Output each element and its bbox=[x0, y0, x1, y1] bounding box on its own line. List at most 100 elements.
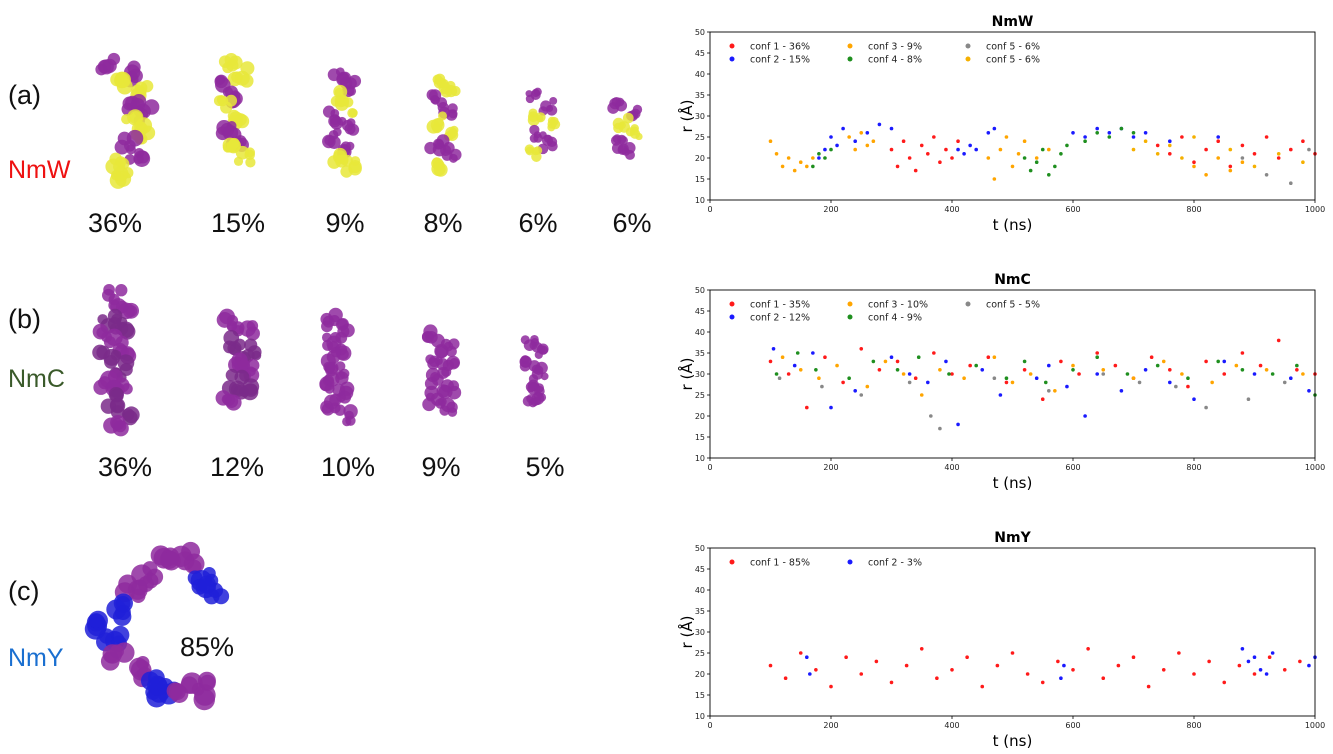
data-point bbox=[950, 668, 954, 672]
data-point bbox=[859, 347, 864, 351]
atom bbox=[234, 70, 250, 86]
data-point bbox=[1004, 135, 1009, 139]
data-point bbox=[895, 359, 900, 364]
atom bbox=[170, 545, 192, 567]
legend-marker bbox=[965, 56, 971, 62]
atom bbox=[334, 87, 344, 98]
atom bbox=[536, 345, 546, 354]
data-point bbox=[919, 393, 924, 397]
data-point bbox=[1180, 372, 1184, 376]
atom bbox=[123, 406, 140, 424]
atom bbox=[122, 167, 134, 179]
chart-title: NmY bbox=[994, 530, 1031, 546]
data-point bbox=[808, 672, 812, 676]
data-point bbox=[1053, 164, 1057, 169]
data-point bbox=[1192, 672, 1196, 676]
data-point bbox=[962, 376, 966, 381]
atom bbox=[618, 136, 628, 146]
data-point bbox=[786, 372, 791, 376]
y-tick-label: 50 bbox=[695, 544, 705, 553]
data-point bbox=[783, 676, 788, 680]
data-point bbox=[859, 672, 864, 676]
x-tick-label: 1000 bbox=[1305, 205, 1325, 214]
chart-title: NmW bbox=[992, 14, 1034, 30]
data-point bbox=[1083, 135, 1087, 139]
data-point bbox=[1071, 131, 1075, 135]
data-point bbox=[986, 156, 991, 160]
y-tick-label: 25 bbox=[695, 133, 705, 142]
data-point bbox=[1204, 359, 1208, 364]
atom bbox=[531, 364, 541, 374]
atom bbox=[328, 307, 343, 323]
data-point bbox=[1240, 351, 1245, 355]
atom bbox=[529, 124, 540, 135]
y-tick-label: 10 bbox=[695, 196, 705, 205]
data-point bbox=[1186, 376, 1190, 381]
data-point bbox=[992, 177, 997, 181]
y-axis-label: r (Å) bbox=[677, 358, 696, 391]
data-point bbox=[1065, 143, 1069, 148]
data-point bbox=[1119, 126, 1124, 131]
atom bbox=[544, 135, 552, 143]
atom bbox=[233, 338, 246, 351]
percentage-label: 6% bbox=[612, 208, 651, 238]
data-point bbox=[1240, 368, 1245, 372]
data-point bbox=[865, 384, 870, 389]
data-point bbox=[792, 168, 797, 173]
data-point bbox=[980, 368, 985, 372]
atom bbox=[525, 146, 535, 156]
x-tick-label: 200 bbox=[823, 205, 838, 214]
atom bbox=[103, 336, 116, 349]
data-point bbox=[950, 372, 954, 376]
atom bbox=[135, 117, 153, 134]
data-point bbox=[792, 363, 797, 368]
legend-label: conf 3 - 10% bbox=[868, 300, 928, 311]
legend-marker bbox=[847, 56, 853, 62]
panel-name: NmC bbox=[8, 365, 65, 393]
data-point bbox=[1131, 131, 1136, 135]
molecule-renderings bbox=[84, 52, 643, 711]
data-point bbox=[913, 376, 918, 381]
data-point bbox=[1246, 659, 1251, 664]
data-point bbox=[853, 139, 857, 143]
percentage-label: 9% bbox=[421, 452, 460, 482]
data-point bbox=[1228, 147, 1233, 152]
data-point bbox=[1216, 359, 1220, 364]
atom bbox=[119, 323, 136, 340]
atom bbox=[239, 320, 256, 337]
data-point bbox=[780, 164, 785, 169]
y-tick-label: 40 bbox=[695, 328, 705, 337]
data-point bbox=[780, 355, 785, 360]
data-point bbox=[1083, 139, 1087, 143]
data-point bbox=[962, 152, 966, 156]
data-point bbox=[777, 376, 782, 381]
data-point bbox=[895, 368, 900, 372]
x-tick-label: 600 bbox=[1065, 205, 1080, 214]
atom bbox=[448, 380, 460, 392]
atom bbox=[215, 390, 231, 406]
x-tick-label: 400 bbox=[944, 463, 959, 472]
data-point bbox=[1186, 384, 1190, 389]
legend-marker bbox=[729, 314, 735, 320]
data-point bbox=[859, 131, 864, 135]
data-point bbox=[980, 684, 985, 689]
data-point bbox=[1289, 376, 1293, 381]
y-tick-label: 15 bbox=[695, 691, 705, 700]
data-point bbox=[865, 143, 870, 148]
data-point bbox=[929, 414, 933, 418]
data-point bbox=[1276, 338, 1281, 343]
data-point bbox=[889, 680, 894, 685]
atom bbox=[348, 74, 362, 88]
atom bbox=[519, 356, 532, 368]
atom bbox=[335, 318, 349, 331]
data-point bbox=[829, 135, 833, 139]
data-point bbox=[1301, 160, 1305, 164]
y-tick-label: 45 bbox=[695, 49, 705, 58]
data-point bbox=[986, 355, 991, 360]
data-point bbox=[889, 147, 894, 152]
data-point bbox=[1010, 380, 1015, 385]
legend-marker bbox=[965, 43, 971, 49]
atom bbox=[522, 395, 534, 407]
data-point bbox=[1177, 651, 1181, 655]
